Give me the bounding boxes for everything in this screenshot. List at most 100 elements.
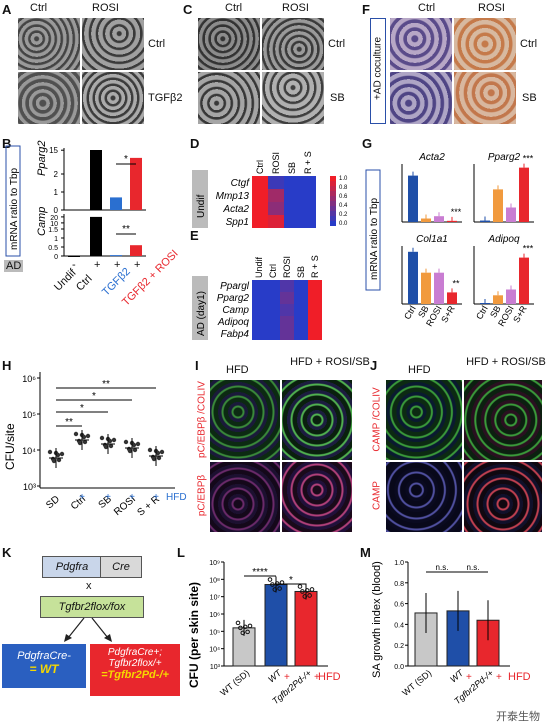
h-point <box>47 449 53 455</box>
d-scale-label: 0.2 <box>339 212 348 218</box>
e-cell <box>280 304 294 316</box>
l-ticklabel: 10⁸ <box>209 577 220 584</box>
d-scale-label: 0.0 <box>339 221 348 227</box>
l-bar <box>264 584 288 667</box>
d-row-label: Acta2 <box>222 204 249 215</box>
b-p1-bar <box>130 157 142 210</box>
d-cell <box>252 215 268 228</box>
h-point <box>51 458 57 464</box>
c-micrograph-ctrl-sb <box>198 72 260 124</box>
h-point <box>127 448 133 454</box>
g-bar <box>421 218 431 222</box>
h-point <box>155 450 161 456</box>
d-cell <box>252 189 268 202</box>
d-scale-swatch <box>330 201 336 206</box>
b-p1-ticklabel: 1 <box>54 188 59 197</box>
l-point <box>238 625 243 631</box>
m-hfd-sign: + <box>496 672 502 683</box>
d-cell <box>300 176 316 189</box>
l-point <box>242 624 248 630</box>
h-ticklabel: 10⁵ <box>22 410 36 420</box>
l-hfd-label: HFD <box>318 671 341 683</box>
d-side-label: Undif <box>196 194 207 218</box>
d-scale-swatch <box>330 176 336 181</box>
f-col-ctrl: Ctrl <box>418 2 436 14</box>
g-gene-title: Pparg2 <box>488 152 521 163</box>
d-cell <box>268 215 284 228</box>
f-side-label: +AD coculture <box>372 36 384 101</box>
e-side-box <box>192 276 208 340</box>
l-ylabel: CFU (per skin site) <box>187 582 201 688</box>
panel-letter-d: D <box>190 136 200 151</box>
d-col-label: Ctrl <box>255 160 265 174</box>
g-sig: *** <box>523 244 534 254</box>
j-image-hfd-camp <box>386 462 462 532</box>
k-box-wt-line2: = WT <box>29 662 59 676</box>
h-point <box>55 452 61 458</box>
l-point <box>267 577 273 582</box>
j-col-hfd-rosi: HFD + ROSI/SB <box>466 356 546 368</box>
g-xlabel: S+R <box>439 304 457 325</box>
l-point <box>304 588 310 593</box>
g-ylabel-box <box>365 169 381 291</box>
panel-m-chart: SA growth index (blood) 0.0 0.2 0.4 0.6 0.8 1… <box>371 560 531 706</box>
b-p2-ticklabel: 0.5 <box>48 245 58 252</box>
b-p2-ticklabel: 1 <box>54 236 58 243</box>
h-ticklabel: 10³ <box>23 482 36 492</box>
h-point <box>81 434 87 440</box>
d-row-label: Mmp13 <box>216 191 250 202</box>
a-micrograph-rosi-ctrl <box>82 18 144 70</box>
a-row-ctrl: Ctrl <box>148 38 166 50</box>
h-hfd-sign: + <box>79 492 85 503</box>
e-col-label: Undif <box>254 256 264 278</box>
h-point <box>131 442 137 448</box>
i-image-rosi-merge <box>282 380 352 460</box>
e-cell <box>252 280 266 292</box>
h-point <box>147 447 153 453</box>
i-row1-label: pC/EBPβ /COLIV <box>196 381 208 458</box>
m-xlabel: WT (SD) <box>400 668 433 698</box>
h-sig: * <box>80 403 84 414</box>
l-xlabel: WT <box>266 667 284 685</box>
d-scale-swatch <box>330 216 336 221</box>
c-micrograph-ctrl-ctrl <box>198 18 260 70</box>
l-point <box>309 587 315 592</box>
b-p1-bar <box>90 150 102 210</box>
h-sig: ** <box>65 417 73 428</box>
k-gene-tgfbr2: Tgfbr2flox/fox <box>40 596 144 618</box>
e-col-label: ROSI <box>282 256 292 278</box>
b-p1-bar <box>110 197 122 210</box>
d-colorscale: 1.0 0.8 0.6 0.4 0.2 0.0 <box>330 176 348 227</box>
m-ticklabel: 0.4 <box>394 622 404 629</box>
g-bar <box>447 220 457 222</box>
h-hfd-sign: + <box>129 492 135 503</box>
m-ticklabel: 0.0 <box>394 664 404 671</box>
d-scale-swatch <box>330 206 336 211</box>
l-point <box>300 589 305 594</box>
c-micrograph-rosi-ctrl <box>262 18 324 70</box>
d-cell <box>284 215 300 228</box>
h-ticklabel: 10⁴ <box>22 446 36 456</box>
a-micrograph-ctrl-tgfb2 <box>18 72 80 124</box>
d-scale-swatch <box>330 221 336 226</box>
e-cell <box>280 292 294 304</box>
d-scale-swatch <box>330 211 336 216</box>
d-col-label: R + S <box>303 151 313 174</box>
e-cell <box>280 316 294 328</box>
e-cell <box>308 304 322 316</box>
d-cell <box>300 202 316 215</box>
l-ticklabel: 10³ <box>210 664 221 671</box>
d-col-label: ROSI <box>271 152 281 174</box>
k-gene-pdgfra: Pdgfra <box>42 556 102 578</box>
panel-d-heatmap: Undif Ctrl ROSI SB R + SCtgfMmp13Acta2Spp1 … <box>192 151 348 228</box>
j-image-rosi-camp <box>464 462 542 532</box>
f-row-sb: SB <box>522 92 537 104</box>
panel-letter-c: C <box>183 2 193 17</box>
e-cell <box>308 328 322 340</box>
a-col-rosi: ROSI <box>92 2 119 14</box>
h-point <box>132 447 138 453</box>
h-point <box>111 437 117 443</box>
k-gene-cre: Cre <box>100 556 142 578</box>
g-xlabel: Ctrl <box>402 304 418 321</box>
d-cells: Ctrl ROSI SB R + S Ctgf Mmp13 Acta2 Spp1 <box>216 151 316 228</box>
